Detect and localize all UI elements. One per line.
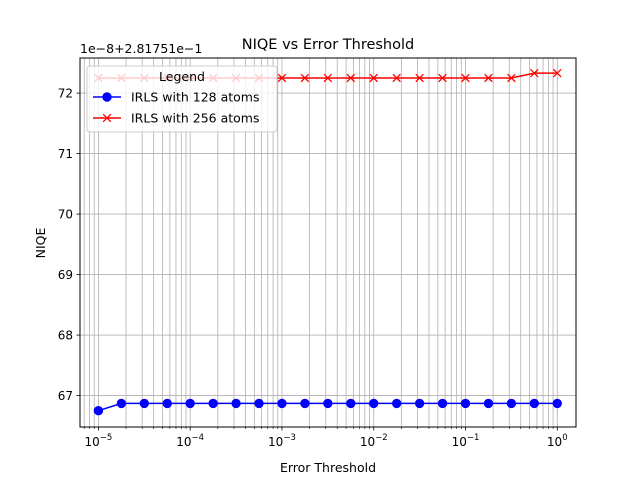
y-tick-label: 68	[58, 329, 73, 343]
legend-entry: IRLS with 128 atoms	[93, 90, 259, 105]
data-point	[102, 113, 112, 123]
data-point	[529, 398, 540, 409]
data-point	[300, 73, 310, 83]
legend: Legend IRLS with 128 atoms IRLS with 256 …	[86, 65, 278, 133]
plot-frame	[79, 57, 577, 428]
y-tick-label: 67	[58, 389, 73, 403]
data-point	[102, 92, 112, 102]
x-tick-label: 10−2	[360, 433, 388, 449]
data-point	[461, 73, 470, 83]
data-point	[116, 398, 127, 409]
data-point	[277, 73, 287, 83]
data-point	[506, 398, 517, 409]
data-point	[483, 398, 494, 409]
data-point	[231, 398, 241, 409]
legend-label: IRLS with 256 atoms	[131, 111, 259, 126]
data-point	[437, 398, 448, 409]
x-axis-label: Error Threshold	[280, 460, 376, 475]
data-point	[93, 405, 104, 416]
legend-entries: IRLS with 128 atoms IRLS with 256 atoms	[93, 90, 259, 126]
x-tick-label: 10−3	[268, 433, 296, 449]
data-point	[323, 73, 333, 83]
data-point	[415, 73, 424, 83]
data-point	[254, 398, 264, 409]
axis-ticks: 10−5 10−4 10−3 10−2 10−1 100 67 68 69 70 71 72	[58, 87, 568, 449]
data-point	[552, 398, 562, 409]
data-point	[392, 73, 401, 83]
data-point	[277, 398, 287, 409]
y-tick-label: 69	[58, 268, 73, 282]
x-tick-label: 100	[547, 433, 568, 449]
data-point	[438, 73, 447, 83]
data-point	[185, 398, 195, 409]
legend-entry: IRLS with 256 atoms	[93, 111, 259, 126]
data-point	[553, 68, 562, 78]
series-1	[93, 398, 562, 416]
data-point	[391, 398, 402, 409]
legend-label: IRLS with 128 atoms	[131, 90, 259, 105]
data-point	[460, 398, 471, 409]
x-tick-label: 10−4	[176, 433, 204, 449]
data-point	[369, 398, 379, 409]
data-point	[139, 398, 149, 409]
legend-box	[86, 65, 278, 133]
legend-title: Legend	[159, 69, 205, 84]
y-axis-label: NIQE	[33, 228, 48, 259]
x-tick-label: 10−1	[452, 433, 480, 449]
data-point	[484, 73, 493, 83]
data-point	[369, 73, 378, 83]
data-point	[323, 398, 333, 409]
y-tick-label: 70	[58, 208, 73, 222]
data-point	[346, 398, 356, 409]
data-point	[507, 73, 516, 83]
y-tick-label: 71	[58, 147, 73, 161]
data-point	[346, 73, 356, 83]
x-tick-label: 10−5	[85, 433, 113, 449]
data-point	[300, 398, 310, 409]
chart-title: NIQE vs Error Threshold	[242, 37, 414, 53]
data-point	[162, 398, 172, 409]
data-point	[414, 398, 425, 409]
y-tick-label: 72	[58, 87, 73, 101]
data-point	[530, 68, 539, 78]
data-point	[208, 398, 218, 409]
y-axis-offset-text: 1e−8+2.81751e−1	[80, 41, 202, 56]
